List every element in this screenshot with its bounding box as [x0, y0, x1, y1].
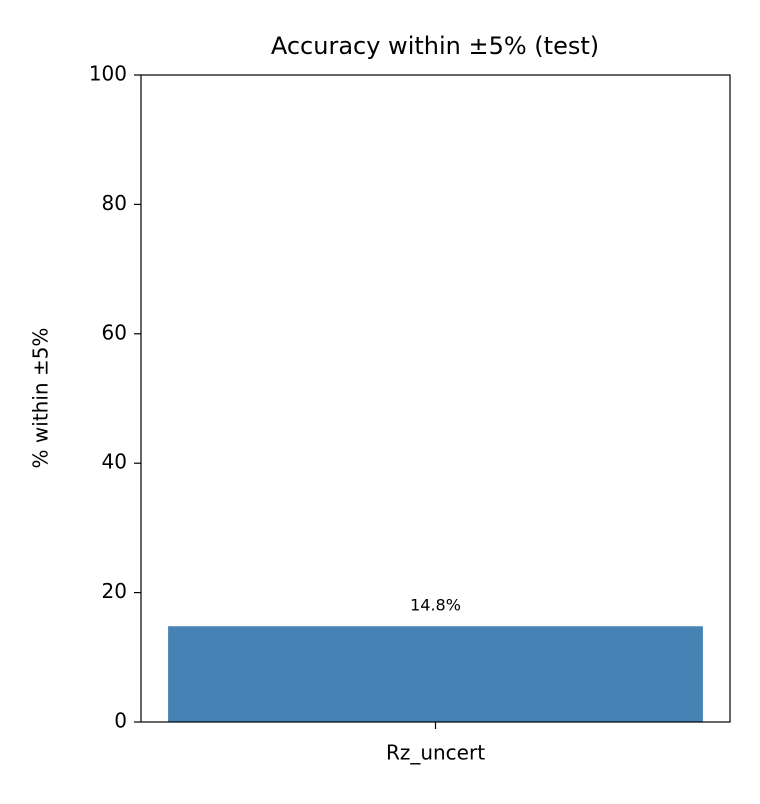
y-axis-label: % within ±5% [29, 328, 53, 469]
y-tick-label: 20 [102, 579, 127, 603]
bar [168, 626, 703, 722]
y-tick-label: 60 [102, 320, 127, 344]
y-tick-label: 80 [102, 191, 127, 215]
chart-title: Accuracy within ±5% (test) [271, 32, 599, 60]
plot-frame [140, 74, 731, 723]
y-tick-label: 0 [114, 709, 127, 733]
y-tick-label: 40 [102, 450, 127, 474]
value-label: 14.8% [410, 596, 461, 615]
x-tick-label: Rz_uncert [386, 741, 485, 765]
y-tick-label: 100 [89, 62, 127, 86]
